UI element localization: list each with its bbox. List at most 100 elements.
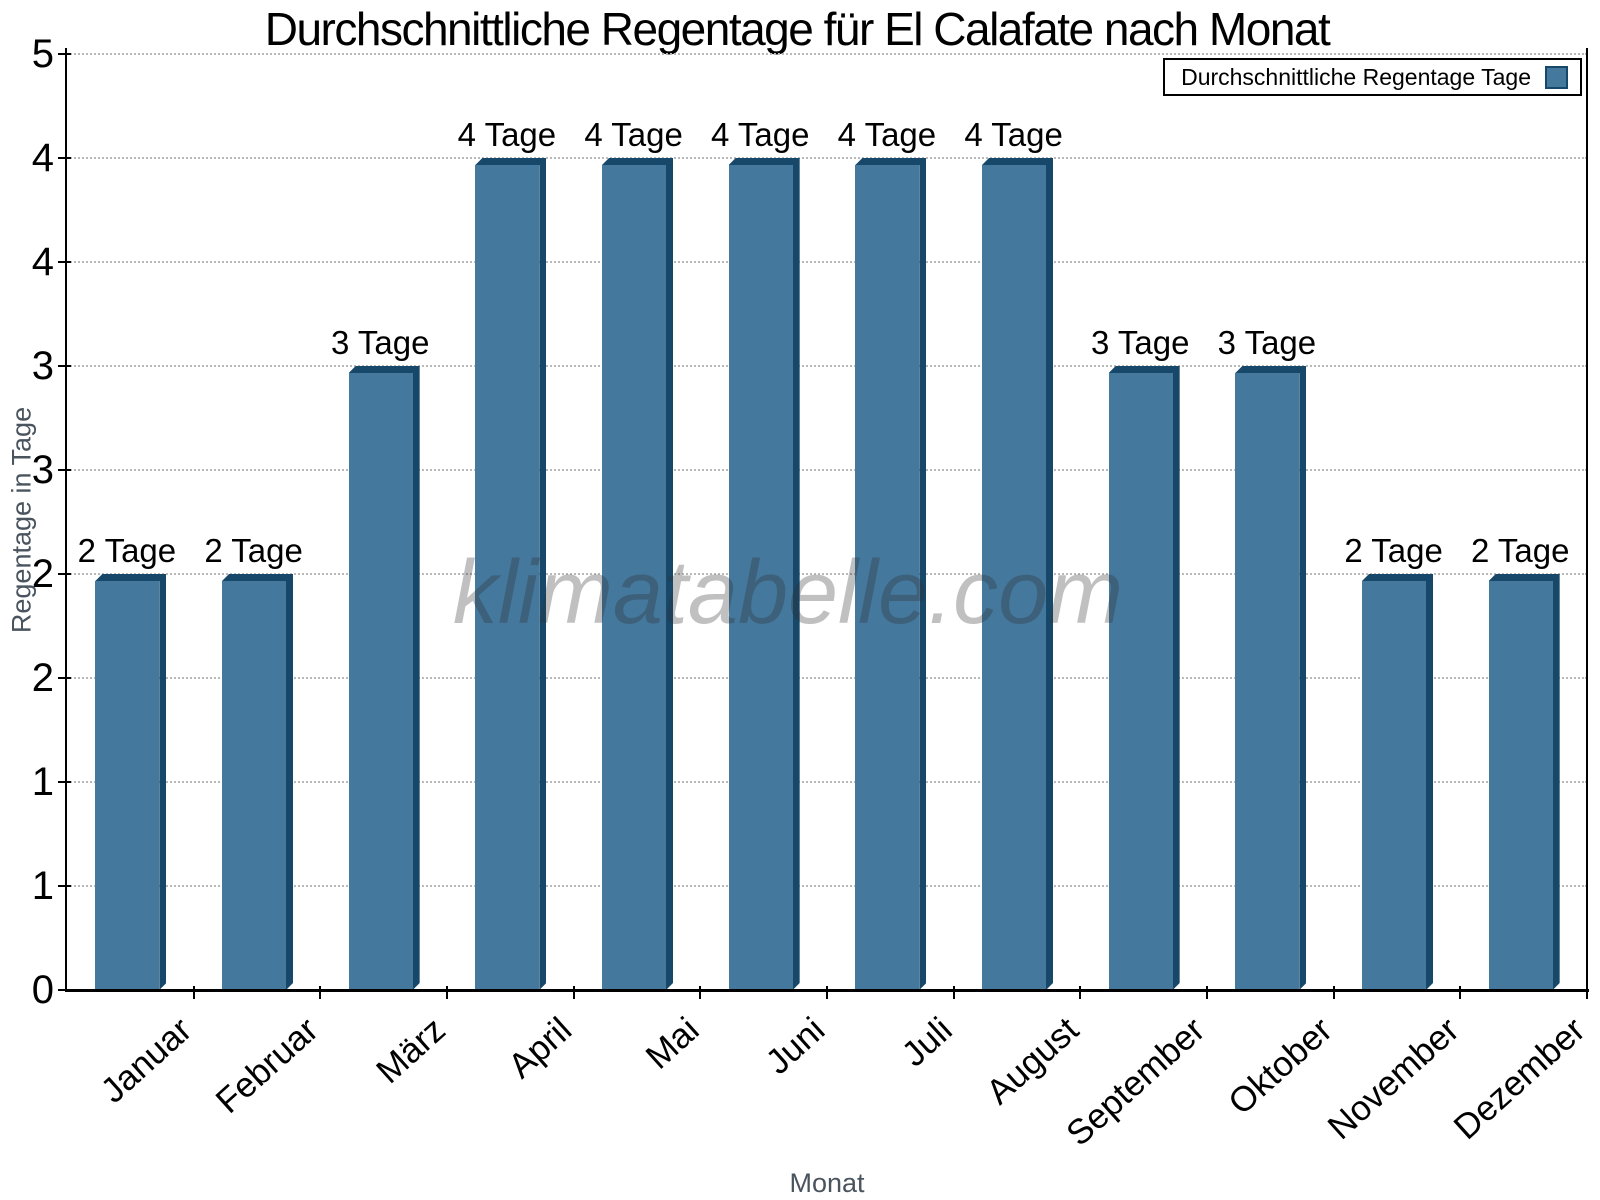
y-tick-label: 1 [31,760,54,804]
y-axis-tick [58,677,71,679]
bar-value-label: 2 Tage [204,532,303,569]
bar-value-label: 2 Tage [1470,532,1570,569]
x-category-label: Februar [208,1010,327,1121]
bar-face [348,373,413,990]
right-axis-line [1586,48,1588,990]
x-axis-tick [1079,986,1082,999]
legend-label: Durchschnittliche Regentage Tage [1181,63,1531,90]
x-axis-tick [319,986,322,999]
bar-face [95,581,160,990]
bar-value-label: 4 Tage [964,116,1063,153]
y-axis-line [65,48,67,990]
bar-face [728,165,793,990]
x-category-label: Dezember [1446,1010,1593,1148]
x-axis-line [65,989,1589,992]
x-axis-tick [1332,986,1335,999]
bar-november: 2 Tage [1344,532,1443,990]
bar-top-face [95,574,167,581]
gridline [67,157,1587,159]
gridline [67,781,1587,783]
y-tick-label: 1 [31,864,54,908]
x-axis-tick [1459,986,1462,999]
legend-swatch [1545,65,1568,89]
bar-face [222,581,286,990]
bar-face [1362,581,1426,990]
y-tick-label: 5 [31,32,54,76]
y-axis-tick [58,573,71,575]
x-axis-tick [572,986,575,999]
bar-face [1488,581,1553,990]
y-tick-label: 3 [31,448,54,492]
bar-top-face [1235,366,1307,373]
y-axis-tick [58,157,71,159]
gridline [67,573,1587,575]
y-tick-label: 4 [31,240,54,284]
bar-märz: 3 Tage [331,324,429,990]
x-category-label: Mai [638,1010,707,1077]
x-axis-tick [699,986,702,999]
bar-top-face [1362,574,1433,581]
bar-top-face [475,158,547,165]
bar-face [982,165,1046,990]
x-axis-title: Monat [789,1168,865,1198]
y-axis-tick [58,885,71,887]
watermark: klimatabelle.com [452,543,1124,643]
gridline [67,53,1587,55]
x-category-label: April [501,1010,580,1086]
x-axis-tick [192,986,195,999]
bar-top-face [602,158,673,165]
bar-top-face [222,574,293,581]
gridline [67,365,1587,367]
bar-side-face [159,581,166,990]
bar-value-label: 2 Tage [77,532,177,569]
bar-face [855,165,920,990]
y-tick-label: 4 [31,136,54,180]
y-axis-tick [58,261,71,263]
x-axis-tick [446,986,448,999]
legend-box: Durchschnittliche Regentage Tage [1163,58,1582,96]
x-category-label: November [1320,1010,1467,1148]
y-tick-label: 2 [31,656,54,700]
bar-juni: 4 Tage [711,116,809,990]
y-axis-tick [58,365,71,367]
bar-top-face [348,366,420,373]
x-category-label: März [368,1010,453,1092]
bar-value-label: 4 Tage [584,116,683,153]
bar-oktober: 3 Tage [1218,324,1316,990]
gridline [67,469,1587,471]
bar-side-face [1173,373,1180,990]
bar-face [1235,373,1300,990]
bar-side-face [539,165,546,990]
bar-side-face [1426,581,1433,990]
bar-value-label: 3 Tage [330,324,430,361]
bar-dezember: 2 Tage [1471,532,1569,990]
x-category-label: Juni [758,1010,833,1082]
x-category-label: Januar [93,1010,200,1111]
bar-face [475,165,540,990]
bar-value-label: 4 Tage [457,116,557,153]
bar-value-label: 3 Tage [1090,324,1190,361]
y-tick-label: 0 [31,968,54,1012]
bar-value-label: 3 Tage [1217,324,1317,361]
gridline [67,261,1587,263]
bar-side-face [1299,373,1306,990]
bar-side-face [1046,165,1053,990]
chart-title: Durchschnittliche Regentage für El Calaf… [264,3,1331,55]
bar-side-face [1553,581,1560,990]
gridline [67,677,1587,679]
y-axis-tick [58,989,71,991]
y-axis-title: Regentage in Tage [6,406,37,634]
y-tick-label: 3 [31,344,54,388]
gridline [67,885,1587,887]
x-category-label: Oktober [1220,1010,1340,1123]
bar-top-face [1108,366,1180,373]
bar-mai: 4 Tage [584,116,683,990]
x-axis-tick [826,986,828,999]
bar-august: 4 Tage [964,116,1063,990]
y-tick-label: 2 [31,552,54,596]
bar-side-face [666,165,673,990]
y-axis-tick [58,53,71,55]
x-axis-tick [1586,986,1588,999]
x-category-label: Juli [894,1010,960,1075]
